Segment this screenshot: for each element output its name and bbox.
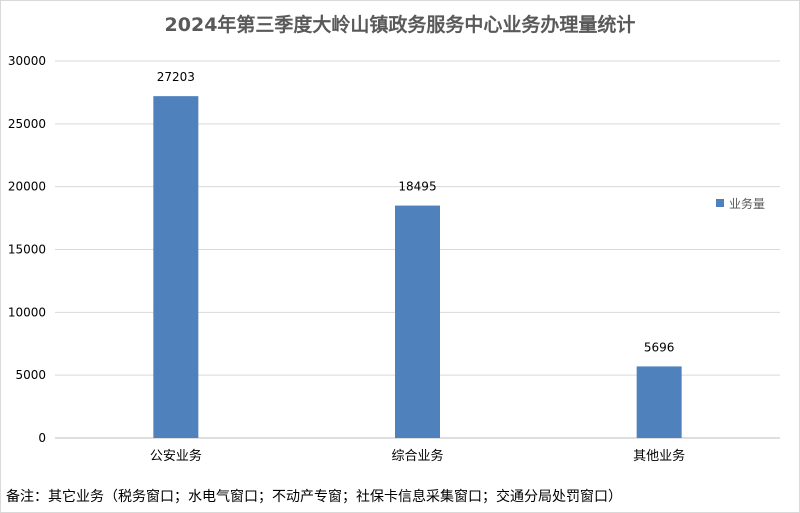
- legend: 业务量: [716, 196, 765, 211]
- chart-title: 2024年第三季度大岭山镇政务服务中心业务办理量统计: [165, 13, 636, 36]
- footnote: 备注：其它业务（税务窗口；水电气窗口；不动产专窗；社保卡信息采集窗口；交通分局处…: [6, 489, 622, 505]
- data-label-3: 5696: [644, 340, 675, 354]
- x-tick-label-1: 公安业务: [150, 448, 202, 464]
- bar-3: [636, 366, 682, 438]
- x-tick-label-2: 综合业务: [391, 448, 443, 464]
- legend-label-business-volume: 业务量: [729, 196, 765, 211]
- y-tick-label-15000: 15000: [8, 243, 46, 257]
- y-tick-label-30000: 30000: [8, 54, 46, 68]
- y-tick-label-20000: 20000: [8, 180, 46, 194]
- y-tick-label-5000: 5000: [15, 368, 46, 382]
- labels: 27203 公安业务 18495 综合业务 5696 其他业务: [150, 70, 685, 464]
- data-label-1: 27203: [157, 70, 195, 84]
- bar-1: [153, 96, 199, 439]
- bars: [153, 96, 682, 439]
- y-tick-label-10000: 10000: [8, 305, 46, 319]
- data-label-2: 18495: [398, 180, 436, 194]
- x-tick-label-3: 其他业务: [633, 448, 685, 464]
- bar-2: [395, 205, 440, 438]
- legend-swatch: [716, 199, 724, 207]
- y-tick-label-25000: 25000: [8, 117, 46, 131]
- y-tick-label-0: 0: [38, 431, 46, 445]
